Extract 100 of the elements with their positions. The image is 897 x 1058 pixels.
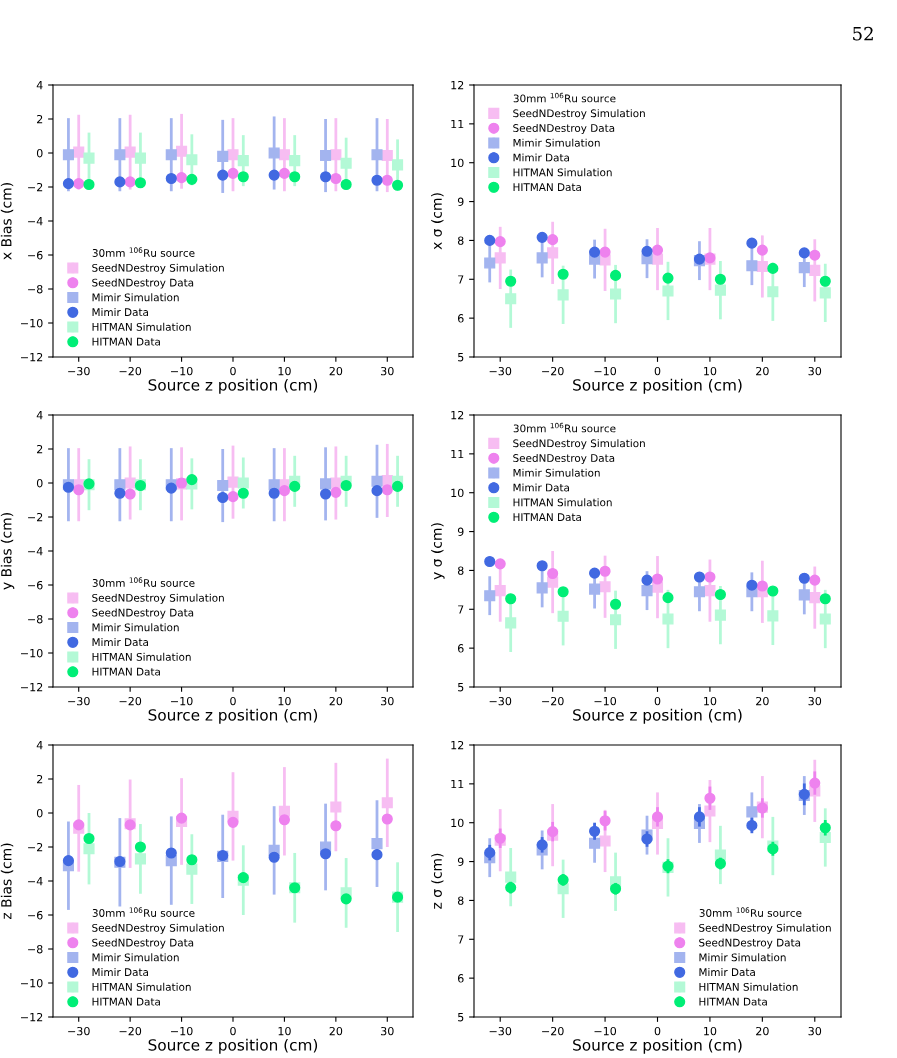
legend-label: SeedNDestroy Data (92, 278, 194, 289)
y-tick-label: −8 (28, 614, 43, 624)
legend-label: Mimir Simulation (699, 953, 786, 962)
legend-label: SeedNDestroy Simulation (513, 109, 645, 120)
x-tick-label: 30 (808, 696, 822, 706)
x-tick-label: 30 (808, 1026, 822, 1036)
legend-label: Mimir Simulation (92, 623, 179, 632)
legend-label: Mimir Simulation (513, 138, 600, 147)
legend-label: Mimir Data (699, 968, 755, 977)
legend-label: Mimir Data (92, 308, 148, 317)
y-tick-label: 0 (36, 478, 43, 488)
legend-label: SeedNDestroy Data (92, 938, 194, 949)
legend-title: 30mm $^{106}$Ru source (92, 907, 195, 917)
y-tick-label: 4 (36, 741, 43, 750)
legend-label: Mimir Data (92, 968, 148, 977)
legend-label: Mimir Simulation (513, 468, 600, 477)
y-tick-label: −12 (21, 352, 43, 362)
x-tick-label: 20 (756, 1026, 769, 1036)
legend-label: HITMAN Data (92, 337, 160, 346)
y-tick-label: 6 (457, 644, 464, 653)
y-tick-label: 8 (457, 236, 464, 245)
x-tick-label: −20 (119, 366, 142, 376)
y-tick-label: −6 (28, 250, 43, 260)
legend-label: Mimir Data (92, 638, 148, 647)
x-tick-label: 0 (230, 1026, 236, 1036)
legend-label: SeedNDestroy Data (513, 453, 615, 464)
legend-label: SeedNDestroy Simulation (92, 923, 224, 934)
legend-title: 30mm $^{106}$Ru source (92, 577, 195, 587)
y-tick-label: 12 (451, 410, 464, 420)
legend-label: Mimir Data (513, 153, 569, 162)
legend-label: SeedNDestroy Simulation (699, 923, 831, 934)
legend-label: SeedNDestroy Data (699, 938, 801, 949)
y-tick-label: 9 (457, 857, 464, 866)
x-tick-label: −10 (594, 366, 617, 376)
legend-label: HITMAN Data (92, 667, 160, 676)
y-tick-label: 2 (37, 444, 43, 454)
y-axis-title: z σ (cm) (431, 853, 444, 909)
legend-label: HITMAN Data (513, 183, 581, 192)
x-tick-label: −20 (542, 366, 564, 376)
y-tick-label: −10 (21, 648, 43, 658)
legend-label: SeedNDestroy Simulation (92, 593, 224, 604)
y-tick-label: 12 (451, 80, 464, 90)
x-axis-title: Source z position (cm) (573, 1038, 742, 1054)
legend-label: HITMAN Simulation (699, 982, 798, 991)
x-tick-label: −20 (542, 1026, 564, 1036)
y-tick-label: 10 (451, 488, 464, 498)
x-tick-label: 20 (756, 366, 769, 376)
y-axis-title: z Bias (cm) (0, 843, 14, 920)
y-tick-label: −10 (21, 978, 43, 988)
legend-label: Mimir Data (513, 483, 569, 492)
y-tick-label: 8 (457, 896, 464, 905)
y-tick-label: −6 (28, 910, 43, 920)
x-axis-title: Source z position (cm) (573, 708, 742, 724)
x-tick-label: 20 (329, 696, 343, 706)
y-tick-label: 2 (37, 774, 43, 784)
y-tick-label: −8 (28, 284, 43, 294)
x-tick-label: −30 (489, 366, 512, 376)
y-tick-label: −4 (28, 877, 43, 886)
y-tick-label: 11 (451, 119, 464, 129)
x-tick-label: 0 (654, 696, 661, 706)
y-tick-label: 0 (36, 148, 43, 158)
y-tick-label: 7 (458, 935, 464, 944)
y-axis-title: x σ (cm) (431, 193, 444, 250)
x-tick-label: 20 (329, 1026, 343, 1036)
x-tick-label: 10 (278, 1026, 291, 1036)
y-tick-label: −12 (21, 1012, 43, 1022)
y-tick-label: 11 (451, 449, 464, 459)
x-tick-label: 10 (278, 696, 291, 706)
y-axis-title: x Bias (cm) (0, 183, 14, 260)
y-tick-label: 8 (457, 566, 464, 575)
x-axis-title: Source z position (cm) (148, 1038, 318, 1054)
x-tick-label: −20 (119, 696, 142, 706)
x-tick-label: −10 (594, 1026, 617, 1036)
x-tick-label: −10 (171, 696, 193, 706)
legend-label: Mimir Simulation (92, 953, 179, 962)
legend-title: 30mm $^{106}$Ru source (92, 247, 195, 257)
x-tick-label: −30 (68, 1026, 90, 1036)
x-tick-label: 20 (329, 366, 343, 376)
y-tick-label: 10 (451, 818, 464, 828)
legend-label: Mimir Simulation (92, 293, 179, 302)
legend-title: 30mm $^{106}$Ru source (699, 907, 802, 917)
y-tick-label: 11 (451, 779, 464, 789)
legend-label: HITMAN Data (92, 997, 160, 1006)
y-tick-label: 6 (457, 974, 464, 983)
y-tick-label: −2 (28, 512, 43, 522)
x-tick-label: −10 (171, 366, 193, 376)
x-tick-label: 30 (381, 696, 394, 706)
legend-title: 30mm $^{106}$Ru source (513, 422, 616, 433)
x-tick-label: 0 (230, 366, 236, 376)
legend-label: HITMAN Simulation (92, 982, 191, 991)
legend-label: SeedNDestroy Data (513, 123, 615, 134)
y-axis-title: y Bias (cm) (0, 513, 15, 590)
y-tick-label: −12 (21, 682, 43, 692)
x-tick-label: −20 (542, 696, 564, 706)
x-tick-label: −30 (68, 696, 90, 706)
y-tick-label: −10 (21, 318, 43, 328)
x-tick-label: 10 (704, 366, 717, 376)
legend-label: SeedNDestroy Simulation (92, 263, 224, 274)
legend-label: HITMAN Simulation (92, 322, 191, 331)
y-tick-label: 5 (458, 353, 464, 362)
